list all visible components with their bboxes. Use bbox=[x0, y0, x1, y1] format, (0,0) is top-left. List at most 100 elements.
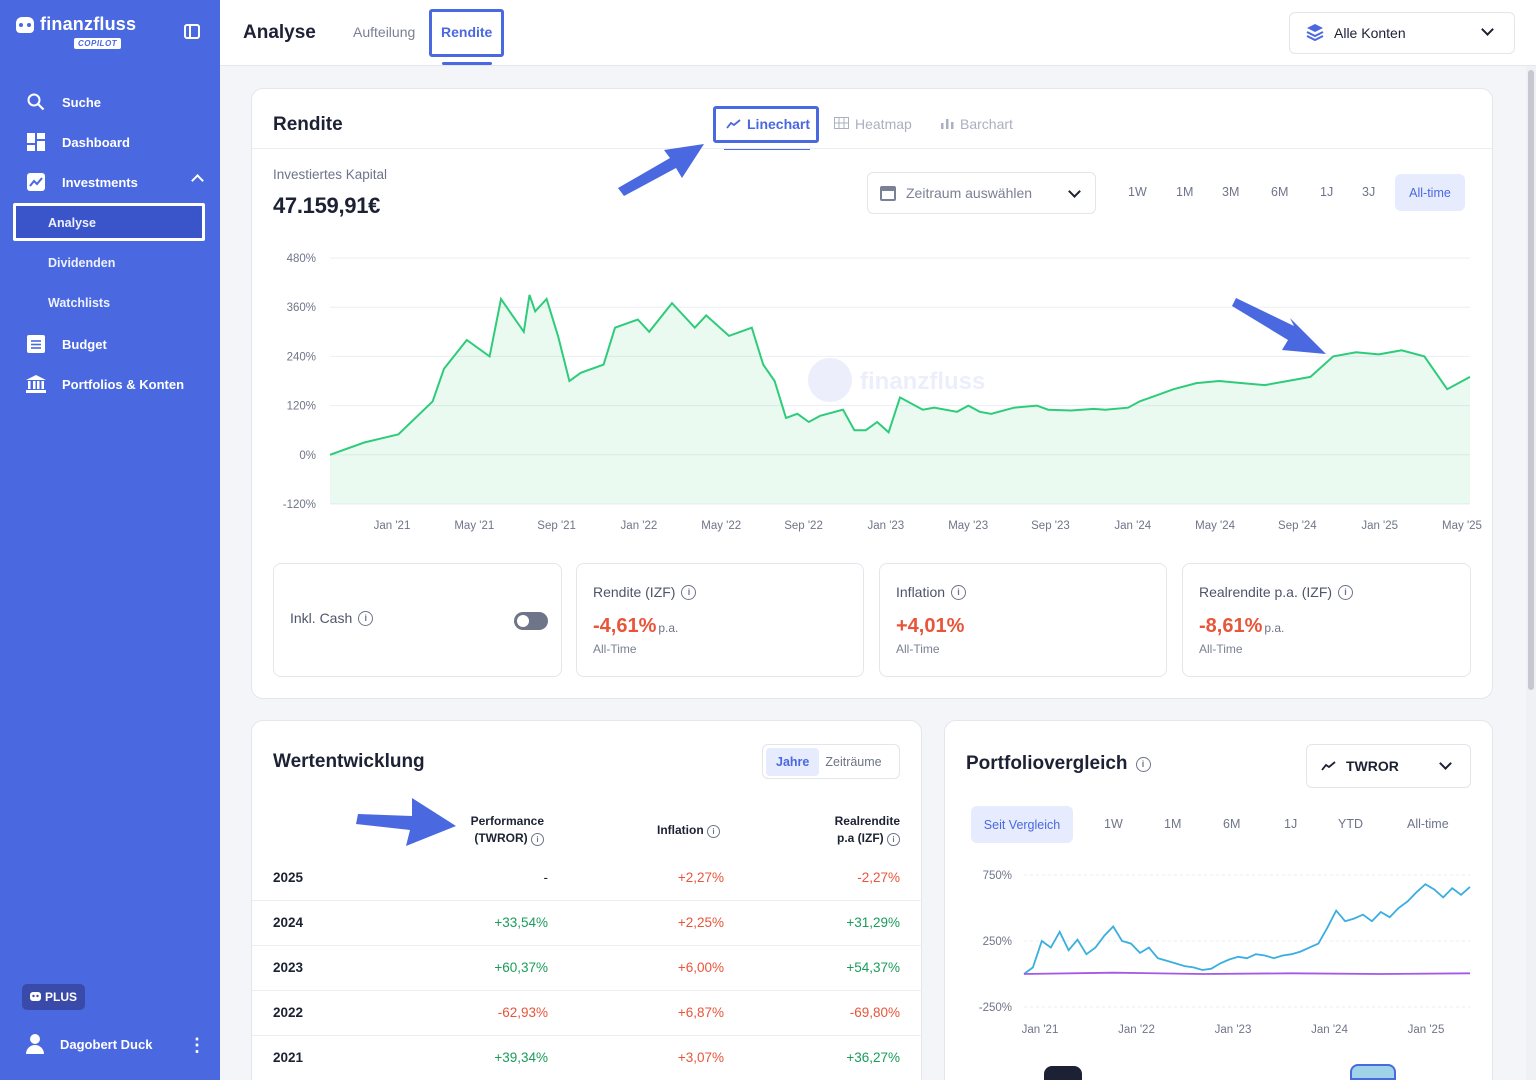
sidebar-subitem-dividenden[interactable]: Dividenden bbox=[48, 256, 116, 270]
table-row: 2024 +33,54% +2,25% +31,29% bbox=[252, 901, 922, 946]
info-icon[interactable]: i bbox=[681, 584, 697, 600]
seg-jahre[interactable]: Jahre bbox=[766, 747, 820, 776]
pv-range-1m[interactable]: 1M bbox=[1164, 817, 1182, 831]
finanzfluss-logo-icon bbox=[16, 16, 34, 33]
annotation-arrow-chart bbox=[1232, 298, 1326, 354]
row-performance: - bbox=[543, 870, 549, 885]
tab-rendite[interactable]: Rendite bbox=[441, 24, 493, 40]
row-realrendite: +31,29% bbox=[846, 915, 900, 930]
stat-label: Realrendite p.a. (IZF) i bbox=[1199, 584, 1354, 600]
range-1m[interactable]: 1M bbox=[1176, 185, 1194, 199]
row-inflation: +6,87% bbox=[677, 1005, 724, 1020]
scrollbar-thumb[interactable] bbox=[1528, 70, 1534, 690]
robot-icon bbox=[30, 990, 41, 1004]
range-3j[interactable]: 3J bbox=[1362, 185, 1376, 199]
range-1w[interactable]: 1W bbox=[1128, 185, 1147, 199]
x-tick-label: Jan '24 bbox=[1114, 520, 1151, 532]
range-1j[interactable]: 1J bbox=[1320, 185, 1334, 199]
rendite-line-chart[interactable]: finanzfluss 480% 360% 240% 120% 0% -120% Jan … bbox=[252, 240, 1492, 540]
plan-badge-label: PLUS bbox=[45, 990, 78, 1004]
info-icon[interactable]: i bbox=[887, 833, 900, 846]
row-inflation: +2,27% bbox=[677, 870, 724, 885]
account-select[interactable]: Alle Konten bbox=[1289, 12, 1515, 54]
x-tick-label: Jan '23 bbox=[867, 520, 904, 532]
tab-aufteilung[interactable]: Aufteilung bbox=[353, 24, 416, 40]
user-menu[interactable]: Dagobert Duck ⋮ bbox=[26, 1034, 206, 1054]
table-row: 2022 -62,93% +6,87% -69,80% bbox=[252, 991, 922, 1036]
pv-range-1j[interactable]: 1J bbox=[1284, 817, 1298, 831]
y-tick-label: 120% bbox=[287, 401, 316, 413]
heatmap-icon bbox=[834, 116, 849, 132]
range-6m[interactable]: 6M bbox=[1271, 185, 1289, 199]
comparison-logo-1[interactable] bbox=[1044, 1066, 1082, 1080]
watermark-icon bbox=[808, 358, 852, 402]
pv-range-1w[interactable]: 1W bbox=[1104, 817, 1123, 831]
plan-badge[interactable]: PLUS bbox=[22, 984, 86, 1010]
inkl-cash-toggle[interactable] bbox=[514, 612, 548, 630]
more-options-icon[interactable]: ⋮ bbox=[188, 1035, 206, 1055]
y-tick-label: 360% bbox=[287, 302, 316, 314]
pv-range-seit-vergleich[interactable]: Seit Vergleich bbox=[971, 806, 1073, 843]
x-tick-label: Jan '23 bbox=[1215, 1024, 1252, 1036]
brand-sub: COPILOT bbox=[74, 38, 122, 49]
x-tick-label: Sep '22 bbox=[784, 520, 823, 532]
chart-line bbox=[329, 294, 1471, 456]
annotation-arrow-linechart bbox=[618, 144, 704, 196]
x-tick-label: Sep '21 bbox=[537, 520, 576, 532]
row-inflation: +3,07% bbox=[677, 1050, 724, 1065]
range-all-time[interactable]: All-time bbox=[1395, 174, 1465, 211]
chevron-up-icon[interactable] bbox=[191, 174, 204, 187]
date-range-placeholder: Zeitraum auswählen bbox=[906, 185, 1033, 201]
x-tick-label: May '25 bbox=[1442, 520, 1482, 532]
sidebar-item-investments[interactable]: Investments bbox=[26, 170, 206, 194]
range-3m[interactable]: 3M bbox=[1222, 185, 1240, 199]
info-icon[interactable]: i bbox=[358, 610, 374, 626]
info-icon[interactable]: i bbox=[707, 825, 720, 838]
pv-range-6m[interactable]: 6M bbox=[1223, 817, 1241, 831]
sidebar-active-highlight bbox=[13, 203, 205, 241]
tab-heatmap[interactable]: Heatmap bbox=[834, 116, 912, 132]
seg-zeitraeume[interactable]: Zeiträume bbox=[825, 754, 882, 769]
row-year: 2022 bbox=[273, 1005, 304, 1020]
tab-linechart[interactable]: Linechart bbox=[726, 116, 810, 132]
metric-select-value: TWROR bbox=[1346, 758, 1399, 774]
table-row: 2023 +60,37% +6,00% +54,37% bbox=[252, 946, 922, 991]
card-divider bbox=[252, 148, 1492, 149]
info-icon[interactable]: i bbox=[1338, 584, 1354, 600]
stat-value: -8,61% p.a. bbox=[1199, 615, 1285, 637]
bank-icon bbox=[26, 374, 46, 394]
sidebar-collapse-icon[interactable] bbox=[184, 24, 200, 39]
portfoliovergleich-chart[interactable]: 750% 250% -250% Jan '21 Jan '22 Jan '23 Jan '… bbox=[966, 862, 1476, 1042]
x-tick-label: May '21 bbox=[454, 520, 494, 532]
logo[interactable]: finanzfluss bbox=[16, 14, 136, 35]
page-scrollbar[interactable] bbox=[1526, 66, 1536, 1080]
row-realrendite: +54,37% bbox=[846, 960, 900, 975]
user-name: Dagobert Duck bbox=[60, 1036, 153, 1052]
page-title: Analyse bbox=[243, 22, 316, 43]
info-icon[interactable]: i bbox=[951, 584, 967, 600]
y-tick-label: 480% bbox=[287, 253, 316, 265]
sidebar: finanzfluss COPILOT Suche Dashboard Inve… bbox=[0, 0, 220, 1080]
stat-label: Inflation i bbox=[896, 584, 967, 600]
sidebar-item-dashboard[interactable]: Dashboard bbox=[26, 130, 206, 154]
metric-select[interactable]: TWROR bbox=[1306, 744, 1471, 788]
pv-range-all-time[interactable]: All-time bbox=[1407, 817, 1449, 831]
linechart-highlight-box bbox=[713, 106, 819, 143]
date-range-select[interactable]: Zeitraum auswählen bbox=[867, 172, 1096, 214]
sidebar-subitem-analyse[interactable]: Analyse bbox=[48, 216, 96, 230]
row-performance: -62,93% bbox=[497, 1005, 548, 1020]
row-realrendite: +36,27% bbox=[846, 1050, 900, 1065]
x-tick-label: Jan '21 bbox=[374, 520, 411, 532]
chevron-down-icon bbox=[1481, 23, 1494, 36]
sidebar-item-suche[interactable]: Suche bbox=[26, 90, 206, 114]
sidebar-subitem-watchlists[interactable]: Watchlists bbox=[48, 296, 111, 310]
info-icon[interactable]: i bbox=[1135, 756, 1151, 772]
sidebar-item-portfolios[interactable]: Portfolios & Konten bbox=[26, 372, 206, 396]
table-row: 2021 +39,34% +3,07% +36,27% bbox=[252, 1036, 922, 1080]
tab-barchart[interactable]: Barchart bbox=[941, 116, 1013, 132]
pv-range-ytd[interactable]: YTD bbox=[1338, 817, 1363, 831]
info-icon[interactable]: i bbox=[531, 833, 544, 846]
sidebar-item-budget[interactable]: Budget bbox=[26, 332, 206, 356]
row-year: 2025 bbox=[273, 870, 304, 885]
comparison-logo-2[interactable] bbox=[1350, 1064, 1396, 1080]
